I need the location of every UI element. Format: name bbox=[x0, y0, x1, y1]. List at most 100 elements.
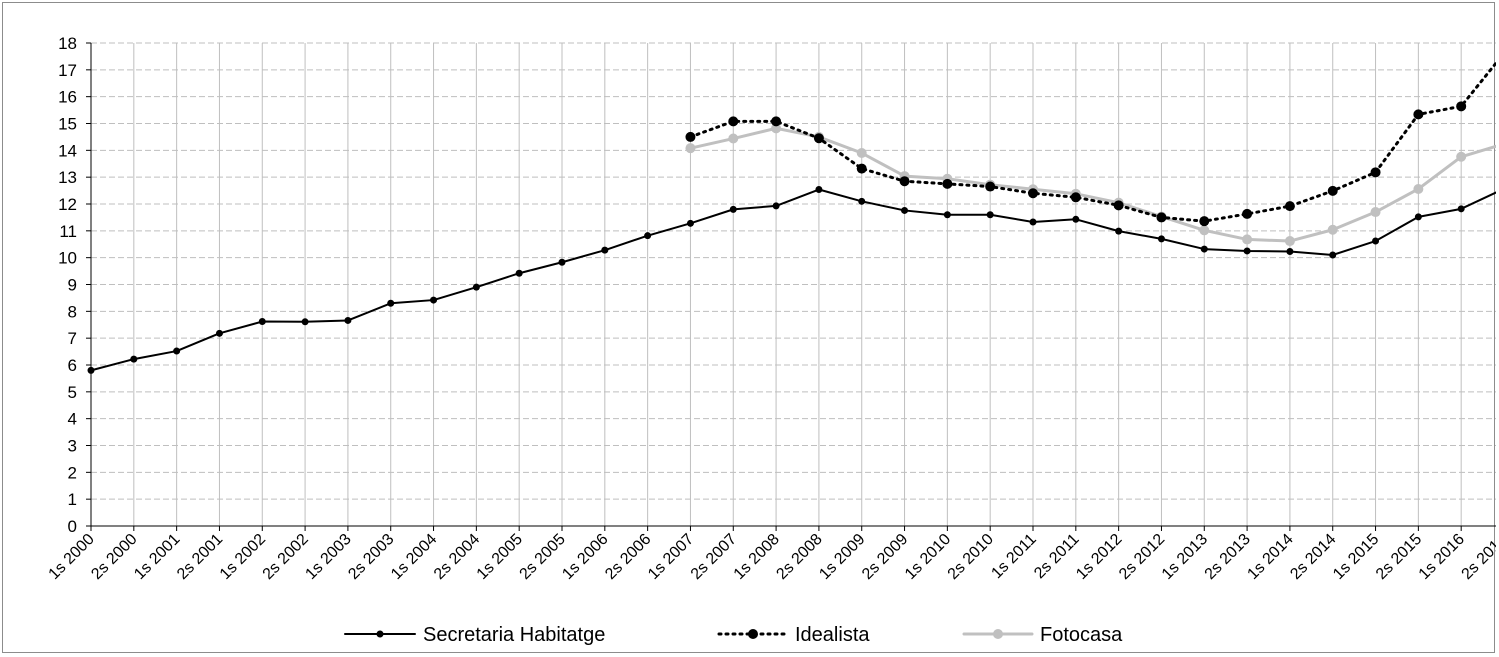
data-point-secretaria-habitatge bbox=[815, 186, 823, 194]
data-point-secretaria-habitatge bbox=[644, 232, 652, 240]
series-line-fotocasa bbox=[688, 126, 1496, 243]
x-tick-label: 1s 2013 bbox=[1159, 531, 1211, 583]
x-tick-label: 1s 2009 bbox=[816, 531, 868, 583]
legend-label-idealista: Idealista bbox=[795, 624, 870, 646]
x-tick-label: 1s 2016 bbox=[1416, 531, 1468, 583]
data-point-idealista bbox=[1199, 216, 1210, 227]
y-tick-label: 6 bbox=[68, 356, 77, 375]
data-point-secretaria-habitatge bbox=[130, 355, 138, 363]
data-point-fotocasa bbox=[685, 143, 696, 154]
data-point-secretaria-habitatge bbox=[258, 318, 266, 326]
y-tick-label: 1 bbox=[68, 490, 77, 509]
data-point-fotocasa bbox=[1456, 151, 1467, 162]
data-point-secretaria-habitatge bbox=[430, 296, 438, 304]
data-point-secretaria-habitatge bbox=[1286, 247, 1294, 255]
data-point-idealista bbox=[685, 131, 696, 142]
y-tick-label: 10 bbox=[58, 249, 77, 268]
data-point-secretaria-habitatge bbox=[1200, 245, 1208, 253]
data-point-secretaria-habitatge bbox=[87, 366, 95, 374]
series-fotocasa bbox=[685, 123, 1496, 247]
y-tick-label: 16 bbox=[58, 88, 77, 107]
x-tick-label: 2s 2002 bbox=[260, 531, 312, 583]
x-tick-label: 1s 2005 bbox=[474, 531, 526, 583]
data-point-secretaria-habitatge bbox=[943, 211, 951, 219]
y-tick-label: 15 bbox=[58, 115, 77, 134]
y-tick-label: 4 bbox=[68, 410, 77, 429]
x-tick-label: 2s 2014 bbox=[1287, 531, 1339, 583]
x-tick-label: 2s 2012 bbox=[1116, 531, 1168, 583]
x-tick-label: 2s 2009 bbox=[859, 531, 911, 583]
x-tick-label: 2s 2008 bbox=[773, 531, 825, 583]
data-point-fotocasa bbox=[1370, 207, 1381, 218]
y-tick-label: 9 bbox=[68, 276, 77, 295]
series-line-idealista bbox=[688, 60, 1496, 223]
data-point-secretaria-habitatge bbox=[558, 258, 566, 266]
gridlines bbox=[91, 42, 1496, 526]
data-point-fotocasa bbox=[1242, 234, 1253, 245]
data-point-fotocasa bbox=[856, 148, 867, 159]
data-point-secretaria-habitatge bbox=[1029, 218, 1037, 226]
data-point-fotocasa bbox=[1284, 236, 1295, 247]
legend-label-secretaria-habitatge: Secretaria Habitatge bbox=[423, 624, 605, 646]
data-point-idealista bbox=[899, 176, 910, 187]
data-point-idealista bbox=[1413, 109, 1424, 120]
legend-item-secretaria-habitatge: Secretaria Habitatge bbox=[344, 624, 605, 646]
data-point-idealista bbox=[1456, 101, 1467, 112]
x-tick-label: 2s 2016 bbox=[1459, 531, 1496, 583]
x-tick-label: 2s 2000 bbox=[88, 531, 140, 583]
data-point-idealista bbox=[1370, 167, 1381, 178]
data-point-secretaria-habitatge bbox=[344, 316, 352, 324]
y-tick-label: 14 bbox=[58, 141, 77, 160]
series-secretaria-habitatge bbox=[87, 186, 1496, 374]
data-point-idealista bbox=[1156, 212, 1167, 223]
x-tick-label: 2s 2005 bbox=[517, 531, 569, 583]
legend-marker-fotocasa bbox=[993, 629, 1003, 639]
y-tick-label: 13 bbox=[58, 168, 77, 187]
data-point-fotocasa bbox=[771, 123, 782, 134]
y-tick-label: 8 bbox=[68, 302, 77, 321]
x-tick-label: 1s 2014 bbox=[1244, 531, 1296, 583]
x-tick-label: 1s 2001 bbox=[131, 531, 183, 583]
axes bbox=[86, 42, 1496, 531]
legend-item-fotocasa: Fotocasa bbox=[962, 624, 1123, 646]
data-point-secretaria-habitatge bbox=[1414, 213, 1422, 221]
data-point-secretaria-habitatge bbox=[301, 318, 309, 326]
data-point-fotocasa bbox=[1327, 224, 1338, 235]
y-tick-label: 2 bbox=[68, 463, 77, 482]
x-tick-label: 2s 2010 bbox=[945, 531, 997, 583]
data-point-secretaria-habitatge bbox=[215, 329, 223, 337]
x-tick-label: 1s 2002 bbox=[217, 531, 269, 583]
x-tick-label: 2s 2001 bbox=[174, 531, 226, 583]
y-tick-label: 3 bbox=[68, 437, 77, 456]
data-point-secretaria-habitatge bbox=[387, 299, 395, 307]
data-point-secretaria-habitatge bbox=[858, 197, 866, 205]
x-tick-label: 2s 2007 bbox=[688, 531, 740, 583]
legend-label-fotocasa: Fotocasa bbox=[1040, 624, 1123, 646]
data-point-idealista bbox=[813, 133, 824, 144]
data-point-idealista bbox=[856, 163, 867, 174]
x-tick-label: 2s 2011 bbox=[1031, 531, 1083, 583]
y-tick-label: 18 bbox=[58, 34, 77, 53]
data-point-secretaria-habitatge bbox=[1115, 227, 1123, 235]
x-tick-label: 1s 2008 bbox=[731, 531, 783, 583]
data-point-secretaria-habitatge bbox=[1072, 215, 1080, 223]
data-point-secretaria-habitatge bbox=[515, 269, 523, 277]
data-point-idealista bbox=[1028, 188, 1038, 199]
data-point-fotocasa bbox=[1413, 183, 1424, 194]
data-point-idealista bbox=[1327, 185, 1338, 196]
x-tick-label: 2s 2006 bbox=[602, 531, 654, 583]
series-idealista bbox=[685, 60, 1496, 227]
x-tick-label: 2s 2003 bbox=[345, 531, 397, 583]
data-point-secretaria-habitatge bbox=[601, 246, 609, 254]
x-tick-label: 1s 2011 bbox=[988, 531, 1040, 583]
data-point-secretaria-habitatge bbox=[1457, 205, 1465, 213]
x-tick-label: 2s 2004 bbox=[431, 531, 483, 583]
data-point-secretaria-habitatge bbox=[729, 205, 737, 213]
data-point-idealista bbox=[1113, 200, 1124, 211]
data-point-idealista bbox=[942, 178, 953, 189]
x-tick-label: 1s 2004 bbox=[388, 531, 440, 583]
data-point-secretaria-habitatge bbox=[173, 347, 181, 355]
